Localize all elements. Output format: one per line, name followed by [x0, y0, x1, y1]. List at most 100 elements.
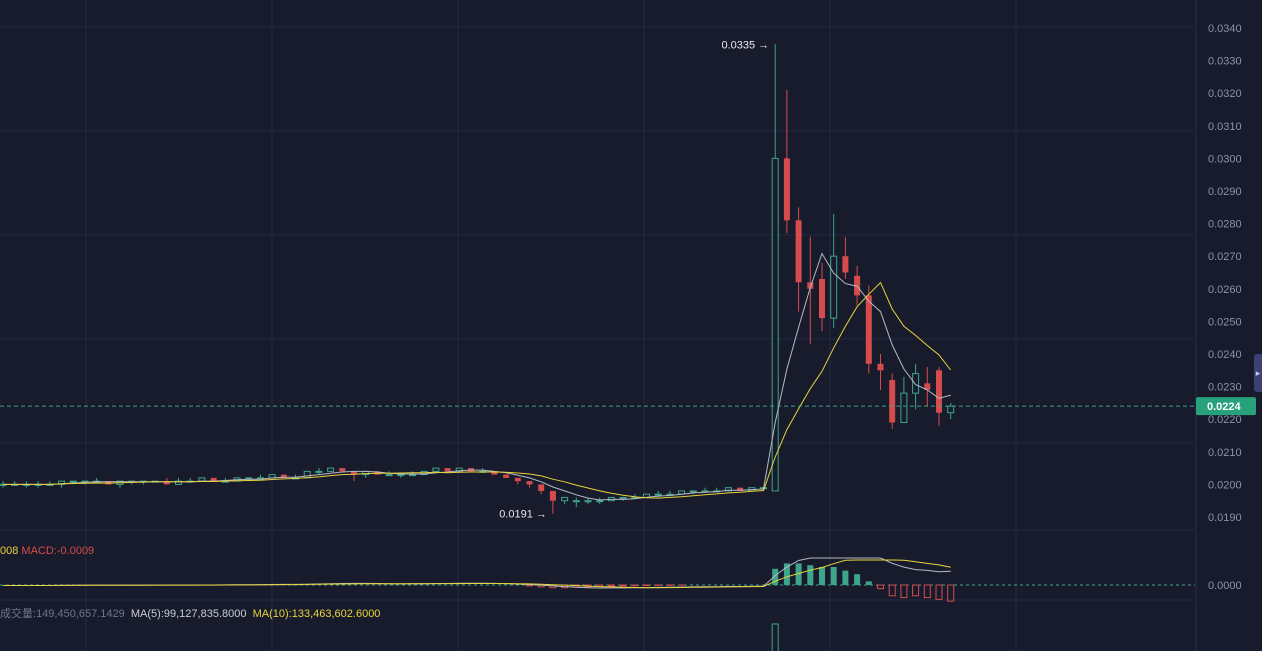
macd-bar-67 — [783, 563, 790, 585]
current-price-tag — [1196, 397, 1256, 416]
candle-body-76 — [889, 380, 896, 423]
volume-value: 149,450,657.1429 — [36, 608, 125, 620]
y-tick-15: 0.0190 — [1208, 512, 1242, 524]
volume-label: 成交量: — [0, 608, 37, 620]
chevron-right-icon[interactable]: ▸ — [1254, 354, 1262, 392]
candle-body-34 — [397, 474, 405, 477]
y-tick-4: 0.0300 — [1208, 153, 1242, 165]
candle-body-78 — [912, 373, 920, 394]
y-tick-14: 0.0200 — [1208, 479, 1242, 491]
y-tick-12: 0.0220 — [1208, 414, 1242, 426]
candle-body-39 — [455, 467, 463, 472]
macd-bar-55 — [643, 584, 650, 587]
macd-bar-70 — [819, 567, 825, 585]
macd-bar-72 — [842, 570, 849, 585]
macd-value: MACD:-0.0009 — [21, 545, 95, 557]
volume-ma10: MA(10):133,463,602.6000 — [252, 608, 381, 620]
candle-body-33 — [385, 474, 393, 477]
candle-body-45 — [526, 481, 533, 485]
y-tick-1: 0.0330 — [1208, 56, 1242, 68]
y-tick-8: 0.0260 — [1208, 284, 1242, 296]
candle-body-63 — [737, 487, 744, 491]
y-tick-0: 0.0340 — [1208, 23, 1242, 35]
y-tick-2: 0.0320 — [1208, 88, 1242, 100]
price-annotation-1: 0.0191 → — [499, 509, 547, 521]
macd-bar-52 — [607, 584, 615, 587]
candle-body-47 — [549, 490, 556, 501]
y-tick-5: 0.0290 — [1208, 186, 1242, 198]
current-price-label: 0.0224 — [1207, 401, 1242, 413]
candle-body-37 — [432, 467, 440, 472]
candle-body-14 — [163, 481, 170, 485]
candle-body-18 — [210, 477, 217, 482]
y-tick-6: 0.0280 — [1208, 219, 1242, 231]
macd-bar-53 — [619, 584, 627, 587]
price-annotations: 0.0335 → 0.0191 → — [499, 39, 769, 520]
price-annotation-0: 0.0335 → — [721, 39, 769, 51]
candle-body-42 — [491, 471, 498, 475]
candle-body-15 — [175, 480, 182, 485]
macd-bar-71 — [830, 567, 837, 585]
candle-body-77 — [900, 392, 908, 423]
candle-body-72 — [842, 256, 849, 273]
candle-body-38 — [444, 468, 451, 472]
candle-body-28 — [327, 467, 335, 472]
y-tick-13: 0.0210 — [1208, 447, 1242, 459]
y-tick-10: 0.0240 — [1208, 349, 1242, 361]
candle-body-80 — [936, 370, 942, 413]
candle-body-74 — [865, 295, 872, 364]
price-axis: 0.0340 0.0330 0.0320 0.0310 0.0300 0.0290 0.02… — [1208, 23, 1242, 524]
candle-body-75 — [877, 363, 884, 371]
macd-bar-80 — [935, 584, 943, 600]
moving-averages — [3, 252, 952, 501]
candle-body-43 — [503, 474, 510, 478]
macd-bar-66 — [772, 568, 779, 585]
macd-bar-74 — [865, 581, 872, 585]
candle-body-59 — [689, 490, 697, 493]
macd-legend: 008 MACD:-0.0009 — [0, 545, 94, 557]
macd-dea-line — [3, 559, 951, 589]
volume-panel — [771, 623, 779, 651]
current-price-line: 0.0224 — [0, 397, 1256, 416]
candle-body-73 — [854, 275, 861, 296]
candle-body-62 — [724, 487, 732, 492]
ma-line-ma5 — [3, 252, 951, 501]
volume-bar-0 — [771, 623, 779, 651]
candle-body-24 — [280, 474, 287, 478]
grid-lines — [0, 0, 1197, 651]
y-tick-3: 0.0310 — [1208, 121, 1242, 133]
candle-body-26 — [303, 470, 311, 479]
candle-body-69 — [807, 282, 814, 289]
macd-bar-45 — [526, 584, 533, 587]
candle-body-48 — [561, 496, 569, 502]
y-tick-9: 0.0250 — [1208, 316, 1242, 328]
candle-body-50 — [584, 500, 592, 503]
candle-body-70 — [819, 279, 825, 319]
macd-bar-77 — [900, 584, 908, 599]
macd-bar-73 — [854, 574, 861, 585]
candle-body-49 — [572, 500, 580, 503]
y-tick-7: 0.0270 — [1208, 251, 1242, 263]
candle-body-53 — [619, 496, 627, 499]
candle-body-35 — [409, 474, 416, 477]
candle-body-30 — [351, 471, 357, 475]
candle-body-51 — [596, 500, 604, 503]
macd-bar-76 — [888, 584, 896, 597]
volume-ma5: MA(5):99,127,835.8000 — [130, 608, 247, 620]
macd-bar-79 — [923, 584, 931, 599]
candle-body-56 — [654, 493, 662, 496]
macd-bar-54 — [631, 584, 639, 587]
macd-prefix: 008 — [0, 545, 19, 557]
macd-bar-68 — [795, 563, 802, 585]
macd-bar-75 — [877, 584, 884, 590]
candle-body-6 — [69, 480, 77, 483]
candle-body-29 — [339, 468, 346, 472]
candle-body-67 — [783, 158, 790, 221]
macd-zero-label: 0.0000 — [1208, 580, 1242, 592]
candle-body-46 — [538, 484, 545, 491]
candle-body-44 — [514, 477, 521, 482]
y-tick-11: 0.0230 — [1208, 382, 1242, 394]
candle-body-68 — [795, 220, 802, 283]
candle-body-71 — [830, 255, 838, 319]
